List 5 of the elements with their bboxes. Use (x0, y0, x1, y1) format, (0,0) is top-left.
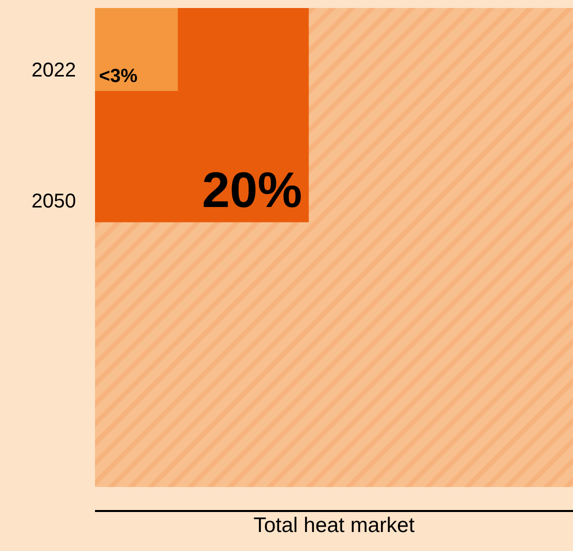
category-label: 2022 (32, 59, 76, 82)
data-label: <3% (99, 66, 138, 87)
category-label: 2050 (32, 190, 76, 213)
text: Total heat market (253, 514, 415, 538)
data-label: 20% (202, 162, 302, 218)
